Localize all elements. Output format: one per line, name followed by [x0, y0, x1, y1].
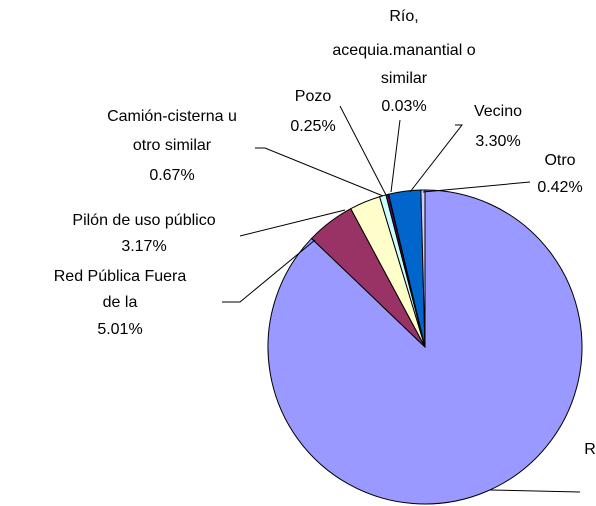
leader-line: [255, 147, 384, 197]
leader-line: [239, 209, 346, 237]
category-label: Camión-cisterna u: [107, 108, 237, 125]
leader-line: [390, 119, 401, 193]
value-label: 0.42%: [537, 179, 583, 196]
category-label: Red Pública Fuera: [53, 268, 187, 285]
category-label: Otro: [544, 152, 576, 169]
category-label: Pozo: [294, 88, 332, 105]
category-label: Pilón de uso público: [72, 212, 216, 229]
leader-line: [222, 239, 316, 303]
value-label: 5.01%: [97, 321, 143, 338]
leader-line: [489, 489, 581, 493]
category-label: de la: [102, 294, 138, 311]
leader-line: [409, 124, 464, 193]
category-label: similar: [380, 70, 428, 87]
category-label: R: [584, 441, 596, 458]
leader-line: [339, 105, 387, 196]
category-label: Vecino: [473, 103, 523, 120]
pie-slice: [420, 189, 426, 348]
category-label: otro similar: [132, 137, 212, 154]
leader-line: [422, 181, 531, 193]
category-label: Río,: [389, 8, 419, 25]
value-label: 0.67%: [149, 167, 195, 184]
value-label: 0.03%: [381, 98, 427, 115]
category-label: acequia.manantial o: [332, 42, 476, 59]
value-label: 3.17%: [121, 238, 167, 255]
value-label: 3.30%: [475, 133, 521, 150]
value-label: 0.25%: [290, 118, 336, 135]
